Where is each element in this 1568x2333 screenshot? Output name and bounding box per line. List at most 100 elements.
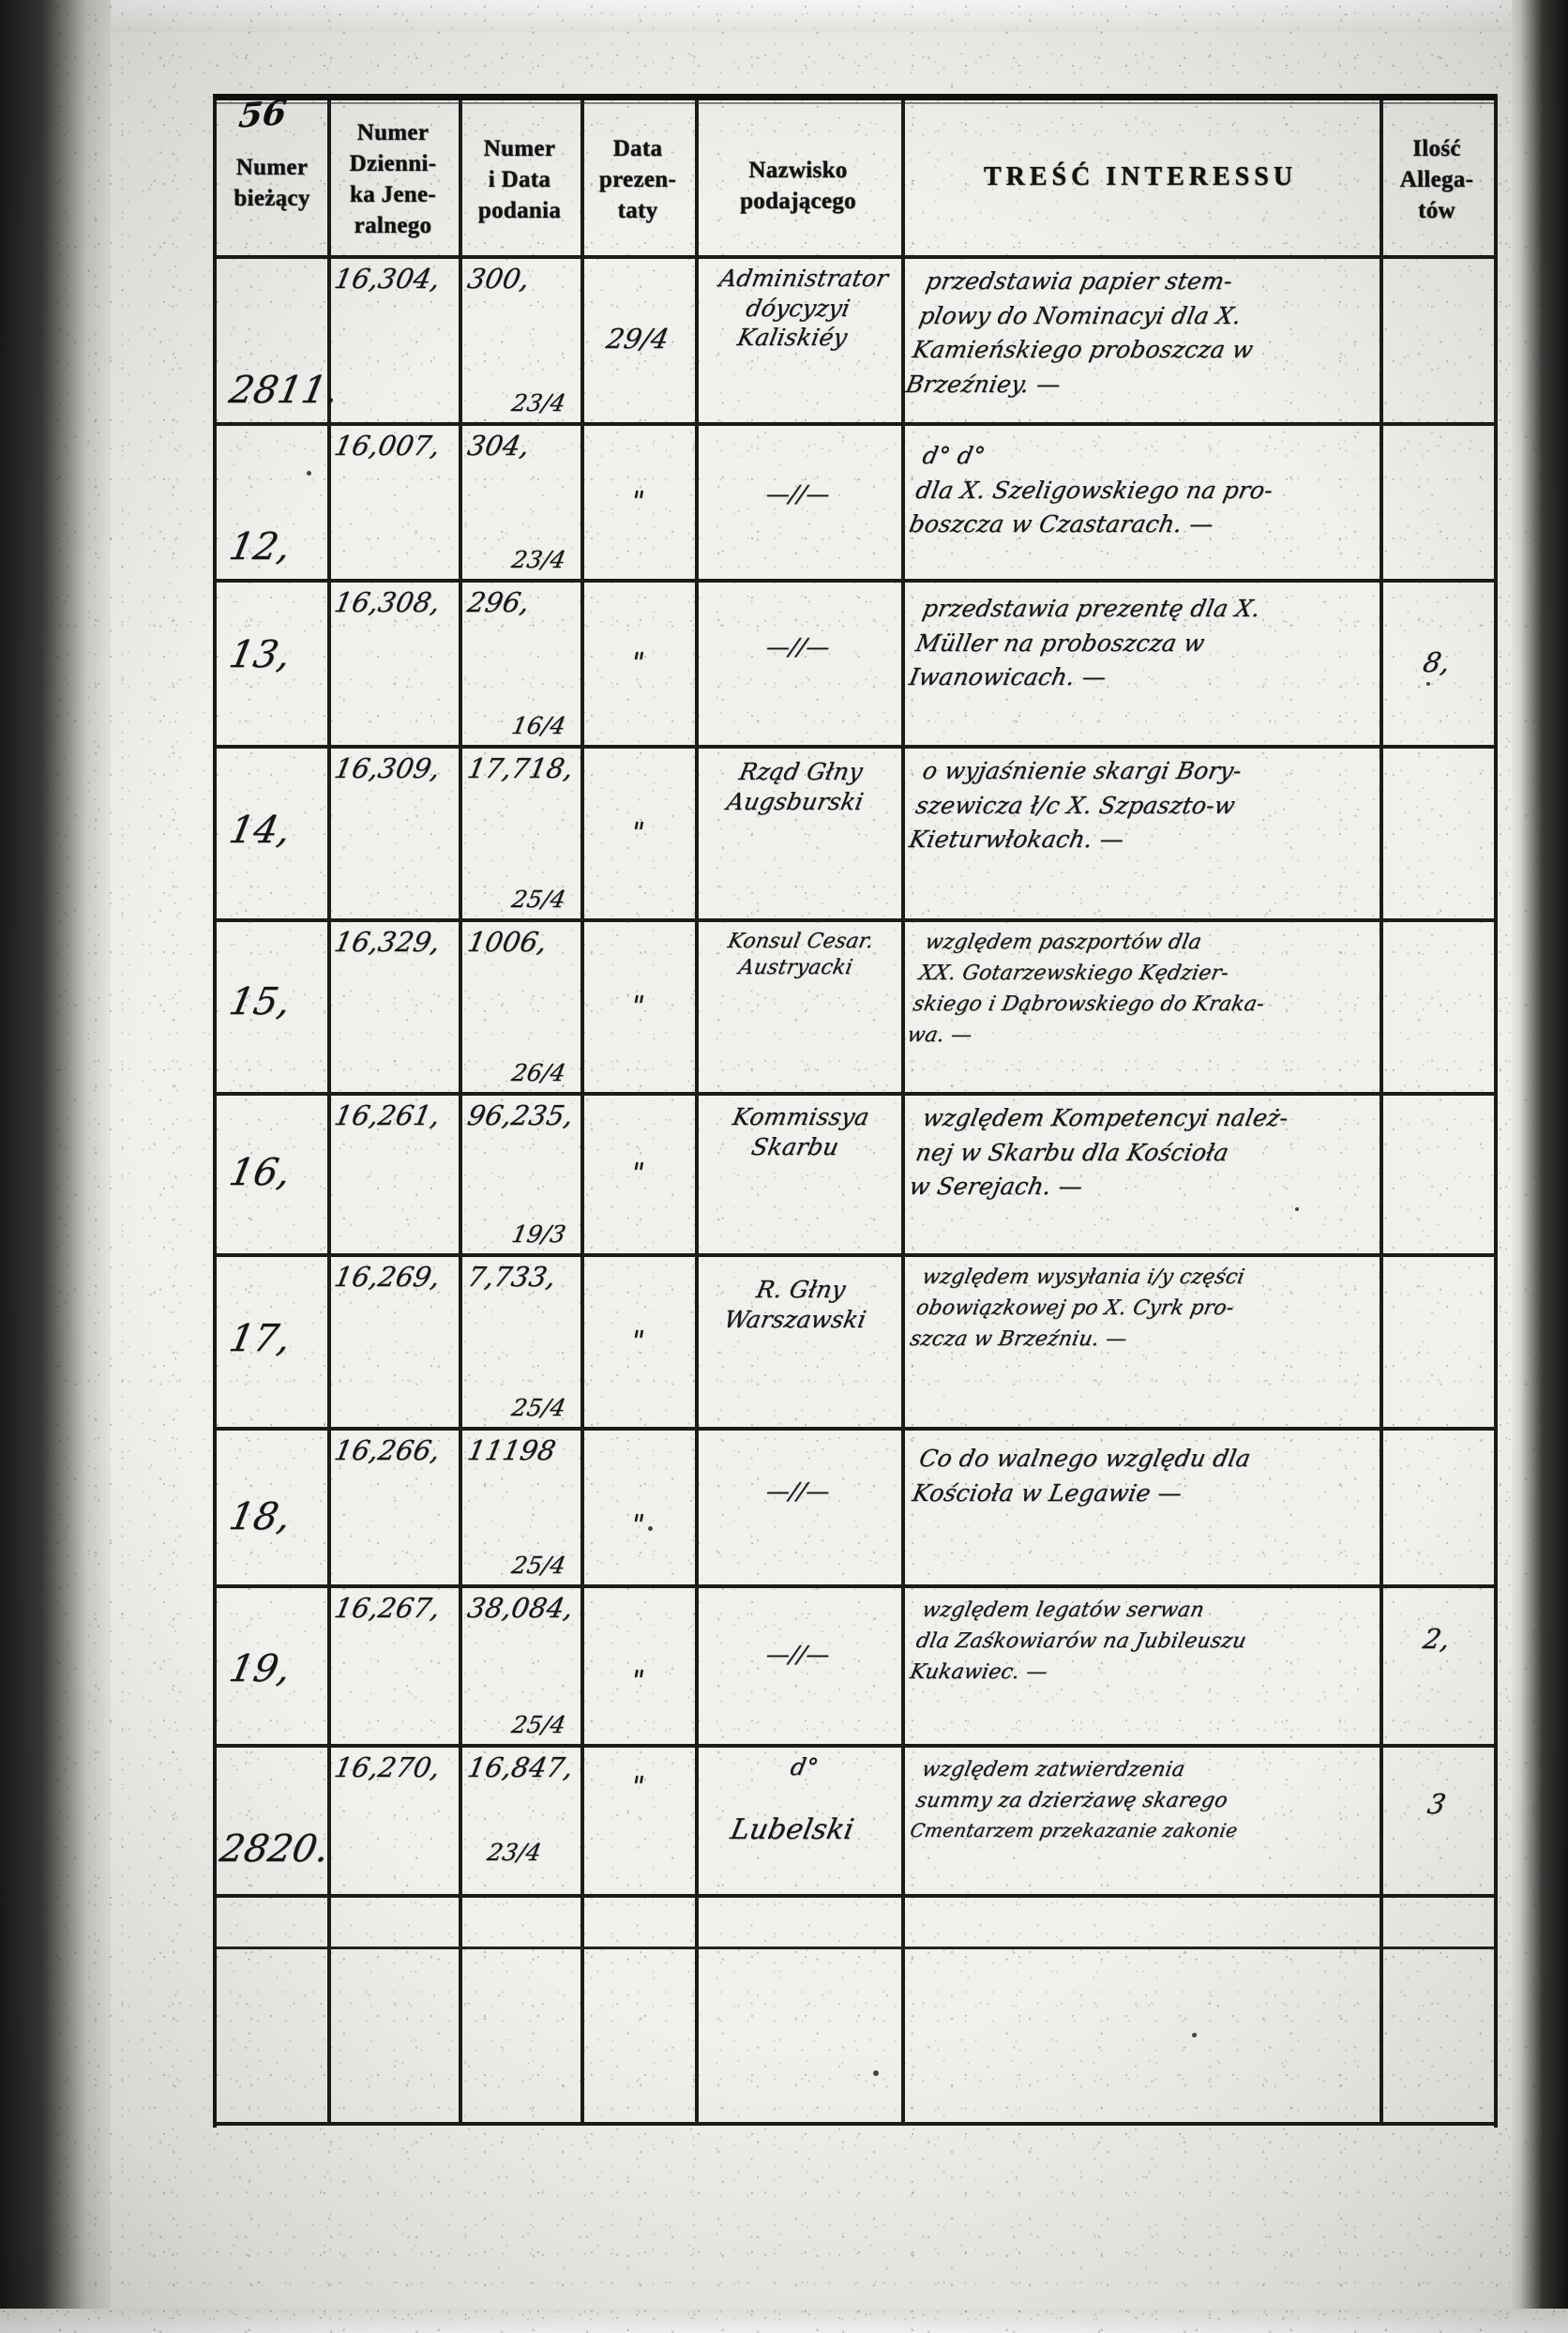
cell-numer-biezacy: 12, <box>225 524 294 568</box>
cell-tresc-interessu: względem wysyłania i/y części obowiązkow… <box>908 1265 1247 1351</box>
cell-numer-dziennika: 16,267, <box>331 1592 444 1624</box>
cell-numer-dziennika: 16,329, <box>331 926 444 958</box>
cell-nazwisko: Rząd Głny Augsburski <box>724 758 867 815</box>
cell-data-prezentaty: " <box>627 1663 648 1696</box>
cell-tresc-interessu: przedstawia prezentę dla X. Müller na pr… <box>907 595 1263 690</box>
cell-numer-biezacy: 15, <box>225 979 294 1023</box>
cell-data-prezentaty: " <box>627 989 648 1022</box>
cell-nazwisko: —//— <box>763 1477 833 1505</box>
cell-numer-i-data-podania: 7,733, 25/4 <box>464 1261 568 1421</box>
cell-numer-dziennika: 16,269, <box>331 1261 444 1293</box>
vrule-6 <box>1380 100 1383 2122</box>
cell-ilosc-allegatow: 8, <box>1420 645 1454 678</box>
cell-numer-biezacy: 2811. <box>225 368 343 412</box>
table-row: 19, 16,267, 38,084, 25/4 " —//— względem… <box>217 1584 1494 1744</box>
cell-numer-dziennika: 16,309, <box>331 752 444 784</box>
header-numer-i-data-podania: Numer i Data podania <box>477 135 562 223</box>
cell-nazwisko: —//— <box>763 633 833 660</box>
cell-data-prezentaty: " <box>627 815 648 848</box>
cell-numer-biezacy: 13, <box>225 632 294 676</box>
vrule-1 <box>327 100 331 2122</box>
cell-tresc-interessu: d° d° dla X. Szeligowskiego na pro- bosz… <box>907 442 1275 538</box>
cell-data-prezentaty: " <box>627 484 648 517</box>
cell-numer-dziennika: 16,261, <box>331 1099 444 1131</box>
header-data-prezentaty: Data prezen- taty <box>598 135 677 223</box>
cell-numer-i-data-podania: 16,847, 23/4 <box>464 1751 577 1866</box>
rule-row-2 <box>217 579 1494 583</box>
cell-data-prezentaty: " <box>627 1769 648 1802</box>
vrule-5 <box>901 100 905 2122</box>
cell-tresc-interessu: względem legatów serwan dla Zaśkowiarów … <box>908 1598 1249 1684</box>
cell-ilosc-allegatow <box>1380 422 1494 579</box>
rule-row-1 <box>217 422 1494 426</box>
cell-numer-i-data-podania: 96,235, 19/3 <box>464 1099 577 1248</box>
table-header-row: Numer bieżący Numer Dzienni- ka Jene- ra… <box>217 100 1494 255</box>
page-edge-top <box>0 0 1568 32</box>
cell-numer-biezacy: 16, <box>225 1150 294 1194</box>
cell-numer-dziennika: 16,270, <box>331 1751 444 1783</box>
cell-numer-i-data-podania: 17,718, 25/4 <box>464 752 577 913</box>
cell-nazwisko: Administrator dóycyzyi Kaliskiéy <box>716 265 891 351</box>
cell-tresc-interessu: względem zatwierdzenia summy za dzierżaw… <box>908 1758 1240 1841</box>
table-row: 18, 16,266, 11198 25/4 " —//— Co do waln… <box>217 1427 1494 1584</box>
ink-speck <box>307 471 311 476</box>
cell-ilosc-allegatow <box>1380 1427 1494 1584</box>
cell-ilosc-allegatow <box>1380 255 1494 422</box>
cell-numer-i-data-podania: 296, 16/4 <box>464 586 568 739</box>
rule-blank-row <box>217 1947 1494 1949</box>
table-row: 13, 16,308, 296, 16/4 " —//— przedstawia… <box>217 579 1494 745</box>
cell-nazwisko: Konsul Cesar. Austryacki <box>726 930 876 979</box>
header-numer-biezacy: Numer bieżący <box>234 155 310 211</box>
cell-numer-biezacy: 14, <box>225 808 294 852</box>
cell-data-prezentaty: " <box>627 1324 648 1356</box>
cell-tresc-interessu: Co do walnego względu dla Kościoła w Leg… <box>910 1445 1254 1507</box>
cell-ilosc-allegatow: 3 <box>1425 1787 1449 1820</box>
header-numer-dziennika-jeneralnego: Numer Dzienni- ka Jene- ralnego <box>349 120 437 238</box>
cell-numer-dziennika: 16,266, <box>331 1434 444 1466</box>
ink-speck <box>1426 682 1430 686</box>
rule-row-3 <box>217 745 1494 749</box>
cell-nazwisko: R. Głny Warszawski <box>721 1276 869 1333</box>
table-row: 15, 16,329, 1006, 26/4 " Konsul Cesar. A… <box>217 918 1494 1092</box>
ink-speck <box>1295 1207 1299 1211</box>
page-edge-bottom <box>0 2309 1568 2333</box>
cell-numer-biezacy: 2820. <box>216 1826 334 1871</box>
table-row: 14, 16,309, 17,718, 25/4 " Rząd Głny Aug… <box>217 745 1494 918</box>
rule-row-5 <box>217 1092 1494 1096</box>
book-gutter-right <box>1512 0 1568 2333</box>
vrule-2 <box>459 100 462 2122</box>
cell-numer-i-data-podania: 300, 23/4 <box>464 263 568 417</box>
cell-ilosc-allegatow <box>1380 1092 1494 1253</box>
cell-nazwisko: Kommissya Skarbu <box>730 1103 872 1160</box>
cell-numer-i-data-podania: 1006, 26/4 <box>464 926 568 1086</box>
cell-ilosc-allegatow <box>1380 918 1494 1092</box>
cell-tresc-interessu: o wyjaśnienie skargi Bory- szewicza ł/c … <box>907 757 1244 853</box>
cell-data-prezentaty: " <box>627 1156 648 1189</box>
cell-tresc-interessu: względem Kompetencyi należ- nej w Skarbu… <box>907 1104 1291 1200</box>
book-gutter-left <box>0 0 111 2333</box>
cell-numer-dziennika: 16,007, <box>331 430 444 462</box>
ink-speck <box>648 1526 653 1531</box>
rule-row-4 <box>217 918 1494 922</box>
table-row: 2811. 16,304, 300, 23/4 29/4 Administrat… <box>217 255 1494 422</box>
rule-row-7 <box>217 1427 1494 1431</box>
cell-nazwisko: —//— <box>763 480 833 508</box>
rule-header-bottom <box>217 255 1494 259</box>
ink-speck <box>873 2070 879 2076</box>
cell-numer-dziennika: 16,304, <box>331 263 444 295</box>
table-row: 17, 16,269, 7,733, 25/4 " R. Głny Warsza… <box>217 1253 1494 1427</box>
cell-numer-i-data-podania: 304, 23/4 <box>464 430 568 573</box>
cell-numer-i-data-podania: 11198 25/4 <box>464 1434 568 1579</box>
cell-data-prezentaty: 29/4 <box>603 322 672 355</box>
ink-speck <box>1192 2033 1197 2038</box>
cell-data-prezentaty: " <box>627 1508 648 1541</box>
table-row: 12, 16,007, 304, 23/4 " —//— d° <box>217 422 1494 579</box>
cell-numer-biezacy: 19, <box>225 1646 294 1690</box>
cell-numer-biezacy: 18, <box>225 1494 294 1538</box>
cell-tresc-interessu: przedstawia papier stem- plowy do Nomina… <box>903 267 1256 398</box>
cell-nazwisko: d° Lubelski <box>728 1753 857 1846</box>
cell-numer-dziennika: 16,308, <box>331 586 444 618</box>
ledger-table: 56 Numer bieżący Numer Dzienni- ka Jene-… <box>213 93 1498 2128</box>
rule-row-9 <box>217 1744 1494 1748</box>
